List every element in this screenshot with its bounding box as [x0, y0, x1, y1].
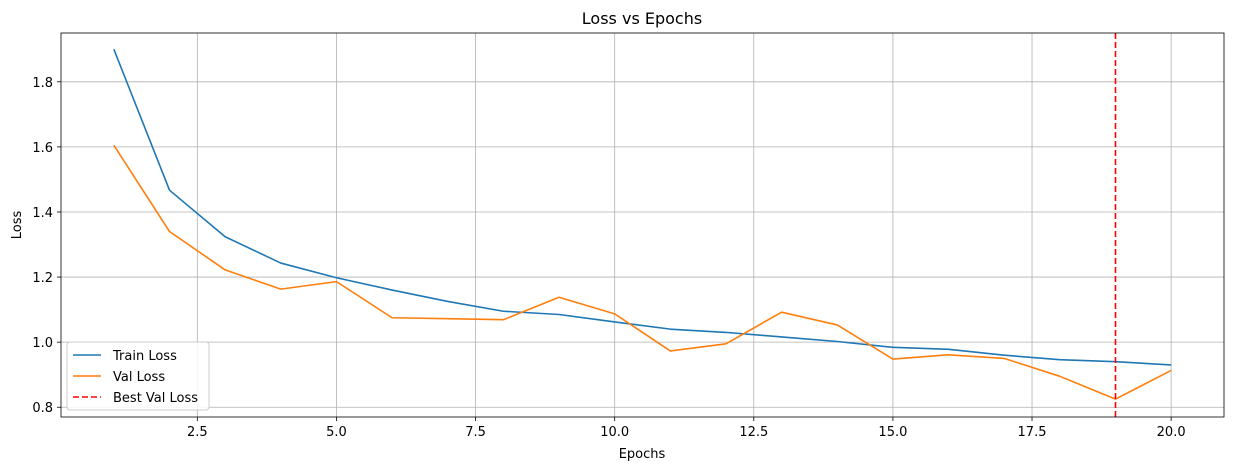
x-tick-label: 5.0	[326, 425, 347, 440]
legend-label-best-val-loss: Best Val Loss	[113, 391, 198, 406]
x-tick-label: 15.0	[878, 425, 907, 440]
x-tick-label: 10.0	[600, 425, 629, 440]
x-axis-label: Epochs	[619, 447, 666, 462]
series-line-train-loss	[114, 49, 1171, 365]
y-tick-label: 1.4	[32, 206, 53, 221]
x-tick-label: 2.5	[187, 425, 208, 440]
series-line-val-loss	[114, 145, 1171, 399]
y-tick-label: 1.2	[32, 271, 53, 286]
x-tick-label: 12.5	[739, 425, 768, 440]
legend: Train Loss Val Loss Best Val Loss	[67, 342, 209, 410]
y-tick-label: 0.8	[32, 401, 53, 416]
series-layer	[114, 33, 1171, 417]
x-tick-label: 20.0	[1157, 425, 1186, 440]
y-axis-label: Loss	[10, 211, 25, 240]
x-tick-label: 7.5	[465, 425, 486, 440]
y-tick-label: 1.8	[32, 76, 53, 91]
y-tick-label: 1.6	[32, 141, 53, 156]
y-tick-label: 1.0	[32, 336, 53, 351]
legend-label-val-loss: Val Loss	[113, 370, 165, 385]
legend-label-train-loss: Train Loss	[112, 349, 177, 364]
x-tick-label: 17.5	[1018, 425, 1047, 440]
chart-title: Loss vs Epochs	[582, 9, 702, 28]
